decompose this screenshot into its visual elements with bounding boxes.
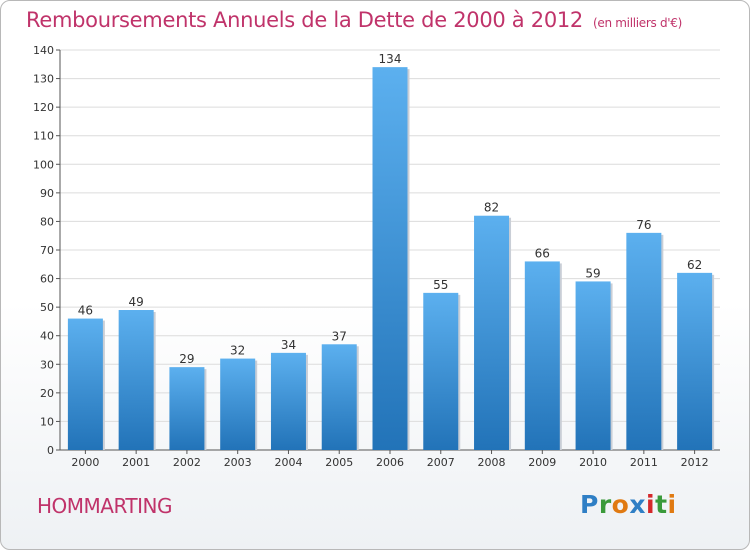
x-tick-label: 2001 [122, 456, 150, 469]
y-tick-label: 120 [33, 101, 54, 114]
bar-2005 [321, 344, 357, 450]
bar-2000 [67, 318, 103, 450]
y-tick-label: 60 [40, 273, 54, 286]
logo-letter: i [646, 490, 656, 519]
x-tick-label: 2011 [630, 456, 658, 469]
chart-title-text: Remboursements Annuels de la Dette de 20… [26, 8, 583, 32]
logo-letter: r [598, 490, 612, 519]
x-tick-label: 2004 [274, 456, 302, 469]
y-tick-label: 90 [40, 187, 54, 200]
value-label: 76 [636, 218, 651, 232]
y-tick-label: 70 [40, 244, 54, 257]
chart-title: Remboursements Annuels de la Dette de 20… [26, 8, 682, 32]
logo-letter: i [667, 490, 677, 519]
proxiti-logo: Proxiti [580, 490, 677, 519]
bar-2006 [372, 67, 408, 451]
y-tick-label: 10 [40, 415, 54, 428]
y-tick-label: 40 [40, 330, 54, 343]
bars [67, 67, 715, 451]
y-tick-label: 110 [33, 130, 54, 143]
value-label: 49 [129, 295, 144, 309]
x-tick-label: 2006 [376, 456, 404, 469]
data-labels: 46 49 29 32 34 37 134 55 82 66 59 76 62 [78, 52, 703, 366]
logo-letter: x [629, 490, 646, 519]
y-tick-label: 100 [33, 158, 54, 171]
x-tick-label: 2010 [579, 456, 607, 469]
bar-2001 [118, 310, 154, 450]
value-label: 62 [687, 258, 702, 272]
x-tick-label: 2003 [224, 456, 252, 469]
logo-letter: P [580, 490, 599, 519]
bar-2004 [270, 352, 306, 450]
x-tick-label: 2002 [173, 456, 201, 469]
bar-2007 [423, 292, 459, 450]
bar-2009 [524, 261, 560, 450]
bar-2010 [575, 281, 611, 450]
y-tick-label: 130 [33, 73, 54, 86]
value-label: 46 [78, 304, 93, 318]
value-label: 134 [379, 52, 402, 66]
bar-2011 [626, 232, 662, 450]
x-tick-label: 2009 [528, 456, 556, 469]
value-label: 59 [585, 266, 600, 280]
value-label: 34 [281, 338, 296, 352]
logo-letter: t [655, 490, 668, 519]
bar-2002 [169, 367, 205, 450]
chart-unit: (en milliers d'€) [593, 16, 683, 30]
commune-name: HOMMARTING [37, 494, 173, 518]
x-tick-label: 2008 [478, 456, 506, 469]
value-label: 32 [230, 344, 245, 358]
value-label: 55 [433, 278, 448, 292]
value-label: 37 [332, 329, 347, 343]
x-tick-label: 2000 [71, 456, 99, 469]
y-tick-label: 140 [33, 44, 54, 57]
y-tick-label: 0 [47, 444, 54, 457]
x-tick-label: 2005 [325, 456, 353, 469]
x-tick-label: 2007 [427, 456, 455, 469]
bar-2008 [474, 215, 510, 450]
logo-letter: o [611, 490, 630, 519]
value-label: 82 [484, 201, 499, 215]
value-label: 66 [535, 246, 550, 260]
bar-2003 [220, 358, 256, 450]
bar-2012 [677, 272, 713, 450]
x-tick-label: 2012 [681, 456, 709, 469]
y-tick-label: 30 [40, 358, 54, 371]
y-tick-label: 80 [40, 215, 54, 228]
y-tick-label: 50 [40, 301, 54, 314]
y-tick-label: 20 [40, 387, 54, 400]
value-label: 29 [179, 352, 194, 366]
axes: 0 10 20 30 40 50 60 70 80 90 100 110 120 130 140 2000 20… [33, 44, 720, 469]
